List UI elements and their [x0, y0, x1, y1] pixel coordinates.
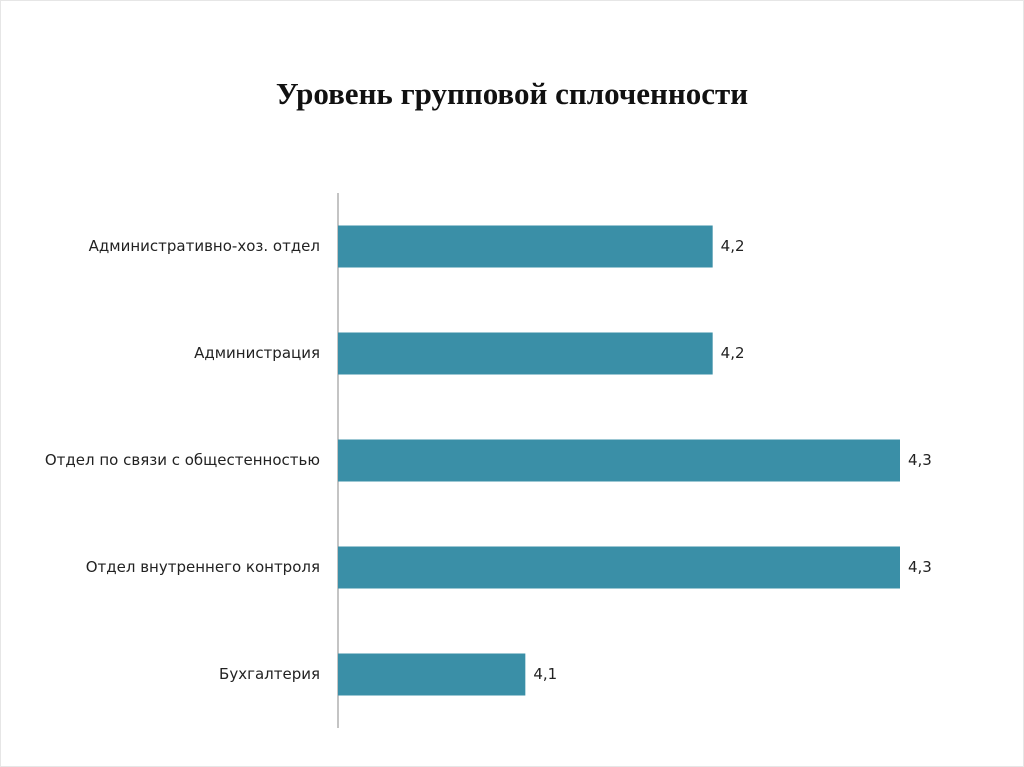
category-label: Администрация	[194, 344, 320, 362]
bar	[338, 225, 713, 268]
chart-title: Уровень групповой сплоченности	[276, 76, 748, 111]
category-label: Отдел внутреннего контроля	[86, 558, 320, 576]
value-label: 4,3	[908, 451, 932, 469]
bar	[338, 439, 900, 482]
value-label: 4,2	[721, 237, 745, 255]
category-label: Отдел по связи с общестенностью	[45, 451, 320, 469]
value-label: 4,2	[721, 344, 745, 362]
value-label: 4,3	[908, 558, 932, 576]
bar	[338, 332, 713, 375]
bar	[338, 546, 900, 589]
value-label: 4,1	[533, 665, 557, 683]
category-label: Бухгалтерия	[219, 665, 320, 683]
category-label: Административно-хоз. отдел	[89, 237, 320, 255]
bar	[338, 653, 526, 696]
